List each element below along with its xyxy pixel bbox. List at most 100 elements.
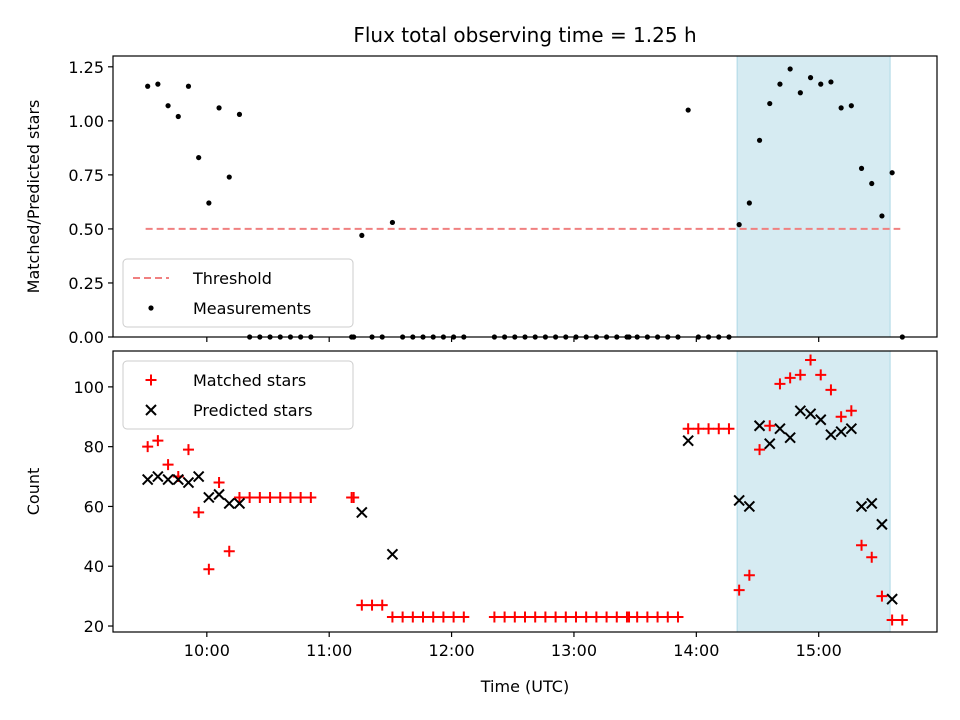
axes-frame [112, 55, 938, 338]
data-point [274, 491, 286, 503]
data-point [753, 420, 766, 432]
data-point [805, 354, 817, 366]
legend-box [122, 258, 354, 328]
data-point [182, 444, 194, 456]
data-point [784, 372, 796, 384]
data-point [397, 611, 409, 623]
legend-label: Predicted stars [193, 401, 313, 420]
data-point [774, 378, 786, 390]
data-point [682, 434, 694, 447]
data-point [206, 200, 212, 206]
data-point [560, 611, 572, 623]
data-point [601, 611, 613, 623]
legend-entry: Matched stars [145, 371, 306, 390]
data-point [458, 611, 470, 623]
data-point [175, 113, 181, 120]
y-tick-label: 0.25 [68, 274, 104, 293]
data-point [152, 470, 164, 483]
y-tick-label: 0.50 [68, 220, 104, 239]
data-point [348, 491, 360, 503]
y-tick-label: 80 [84, 438, 104, 457]
y-axis-label: Matched/Predicted stars [24, 100, 43, 294]
legend: Matched stars Predicted stars [122, 360, 354, 430]
data-point [193, 506, 205, 518]
data-point [152, 435, 164, 447]
data-point [879, 213, 885, 219]
data-point [876, 518, 888, 531]
data-point [141, 473, 154, 486]
data-point [733, 494, 745, 507]
y-tick-label: 0.75 [68, 166, 104, 185]
data-point [736, 222, 742, 228]
data-point [825, 428, 837, 441]
data-point [733, 584, 745, 596]
legend: Threshold Measurements [122, 258, 354, 328]
x-tick-label: 12:00 [429, 641, 475, 660]
data-point [777, 81, 783, 87]
data-point [529, 611, 541, 623]
data-point [407, 611, 419, 623]
data-point [203, 563, 215, 575]
axes-frame [112, 350, 938, 633]
data-point [580, 611, 592, 623]
data-point [509, 611, 521, 623]
data-point [305, 491, 317, 503]
data-point [756, 137, 763, 143]
y-tick-label: 1.25 [68, 58, 104, 77]
plot-area [145, 56, 901, 337]
data-point [774, 423, 786, 435]
data-point [448, 611, 460, 623]
data-point [233, 497, 246, 510]
data-point [652, 611, 664, 623]
x-tick-label: 10:00 [184, 641, 230, 660]
data-point [825, 384, 837, 396]
data-point [437, 611, 449, 623]
legend-entry: Measurements [148, 299, 311, 318]
legend-handle [148, 305, 154, 311]
data-point [743, 569, 755, 581]
legend-entry: Predicted stars [145, 401, 313, 420]
data-point [631, 611, 643, 623]
data-point [787, 66, 793, 72]
data-point [389, 219, 396, 226]
data-point [570, 611, 582, 623]
data-point [886, 614, 898, 626]
data-point [236, 111, 243, 117]
data-point [550, 611, 562, 623]
legend-label: Threshold [192, 269, 272, 288]
y-tick-label: 60 [84, 497, 104, 516]
data-point [804, 408, 817, 420]
data-point [856, 539, 868, 551]
bottom-panel-count: 10:00 11:00 12:00 13:00 14:00 15:00 20 40 60 80 10… [24, 350, 938, 696]
data-point [828, 79, 834, 85]
data-point [359, 232, 365, 239]
data-point [244, 491, 256, 503]
data-point [203, 491, 215, 504]
data-point [427, 611, 439, 623]
data-point [767, 100, 773, 107]
data-point [223, 497, 235, 510]
data-point [764, 437, 776, 450]
data-point [386, 611, 398, 623]
data-point [869, 180, 875, 187]
chart-title: Flux total observing time = 1.25 h [353, 23, 696, 47]
data-point [848, 103, 854, 109]
y-tick-label: 1.00 [68, 112, 104, 131]
data-point [165, 103, 171, 109]
data-point [713, 423, 725, 435]
x-tick-label: 13:00 [551, 641, 597, 660]
data-point [142, 441, 154, 453]
data-point [264, 491, 276, 503]
series-matched-stars [142, 354, 908, 626]
data-point [145, 83, 151, 89]
data-point [784, 431, 796, 444]
data-point [815, 414, 827, 426]
legend-handle [145, 374, 157, 386]
data-point [896, 614, 908, 626]
data-point [746, 200, 752, 206]
data-point [386, 548, 399, 560]
data-point [835, 426, 847, 438]
data-point [794, 405, 807, 417]
data-point [866, 497, 878, 510]
